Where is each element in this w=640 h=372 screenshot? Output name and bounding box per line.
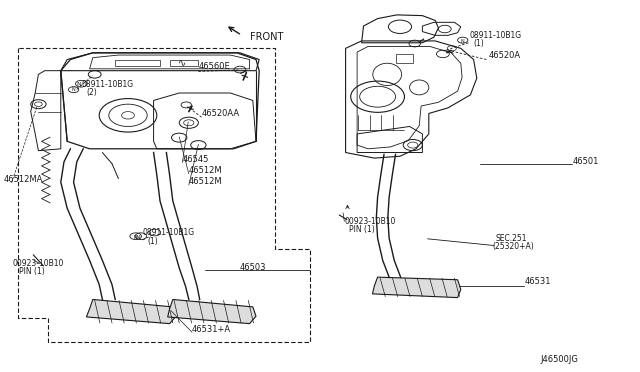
Polygon shape <box>372 277 461 298</box>
Text: ∿: ∿ <box>179 58 186 68</box>
Text: 46501: 46501 <box>573 157 599 166</box>
Text: (25320+A): (25320+A) <box>493 242 534 251</box>
Text: N: N <box>461 39 465 44</box>
Text: 46503: 46503 <box>240 263 266 272</box>
Text: N: N <box>72 87 76 92</box>
Text: FRONT: FRONT <box>250 32 283 42</box>
Text: PIN (1): PIN (1) <box>19 267 45 276</box>
Text: 46512M: 46512M <box>189 177 223 186</box>
Text: 46560E: 46560E <box>198 62 230 71</box>
Text: SEC.251: SEC.251 <box>496 234 527 243</box>
Text: J46500JG: J46500JG <box>541 355 579 364</box>
Polygon shape <box>168 299 256 324</box>
Text: 46545: 46545 <box>182 155 209 164</box>
Polygon shape <box>86 299 176 324</box>
Text: 08911-10B1G: 08911-10B1G <box>81 80 133 89</box>
Text: 46520A: 46520A <box>488 51 520 60</box>
Text: 46512MA: 46512MA <box>3 175 43 184</box>
Text: 46531+A: 46531+A <box>192 325 231 334</box>
Text: N: N <box>76 82 81 87</box>
Text: PIN (1): PIN (1) <box>349 225 374 234</box>
Text: N: N <box>136 235 141 240</box>
Text: 46520AA: 46520AA <box>202 109 240 118</box>
Text: (1): (1) <box>147 237 158 246</box>
Text: 46512M: 46512M <box>189 166 223 175</box>
Text: 00923-10B10: 00923-10B10 <box>13 259 64 268</box>
Text: 08911-10B1G: 08911-10B1G <box>143 228 195 237</box>
Text: 08911-10B1G: 08911-10B1G <box>469 31 521 40</box>
Text: 00923-10B10: 00923-10B10 <box>344 217 396 226</box>
Text: (1): (1) <box>474 39 484 48</box>
Text: N: N <box>134 235 138 240</box>
Text: 46531: 46531 <box>525 277 551 286</box>
Text: (2): (2) <box>86 88 97 97</box>
